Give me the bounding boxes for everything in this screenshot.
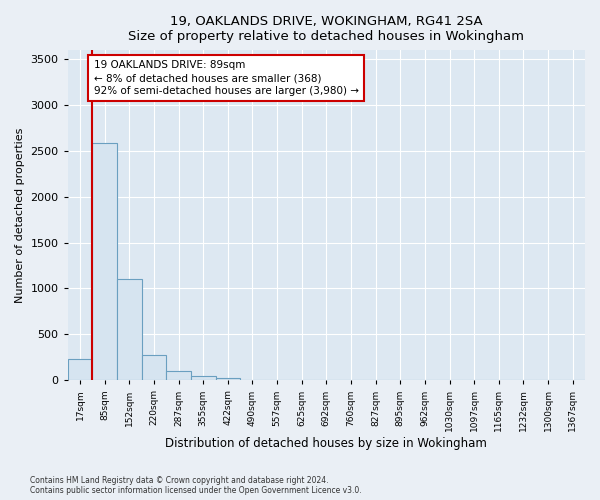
Y-axis label: Number of detached properties: Number of detached properties xyxy=(15,128,25,302)
Bar xyxy=(191,376,215,380)
Bar xyxy=(68,359,92,380)
X-axis label: Distribution of detached houses by size in Wokingham: Distribution of detached houses by size … xyxy=(166,437,487,450)
Bar xyxy=(92,144,117,380)
Title: 19, OAKLANDS DRIVE, WOKINGHAM, RG41 2SA
Size of property relative to detached ho: 19, OAKLANDS DRIVE, WOKINGHAM, RG41 2SA … xyxy=(128,15,524,43)
Text: Contains HM Land Registry data © Crown copyright and database right 2024.
Contai: Contains HM Land Registry data © Crown c… xyxy=(30,476,362,495)
Bar xyxy=(166,371,191,380)
Bar xyxy=(117,280,142,380)
Bar xyxy=(142,356,166,380)
Text: 19 OAKLANDS DRIVE: 89sqm
← 8% of detached houses are smaller (368)
92% of semi-d: 19 OAKLANDS DRIVE: 89sqm ← 8% of detache… xyxy=(94,60,359,96)
Bar xyxy=(215,378,240,380)
